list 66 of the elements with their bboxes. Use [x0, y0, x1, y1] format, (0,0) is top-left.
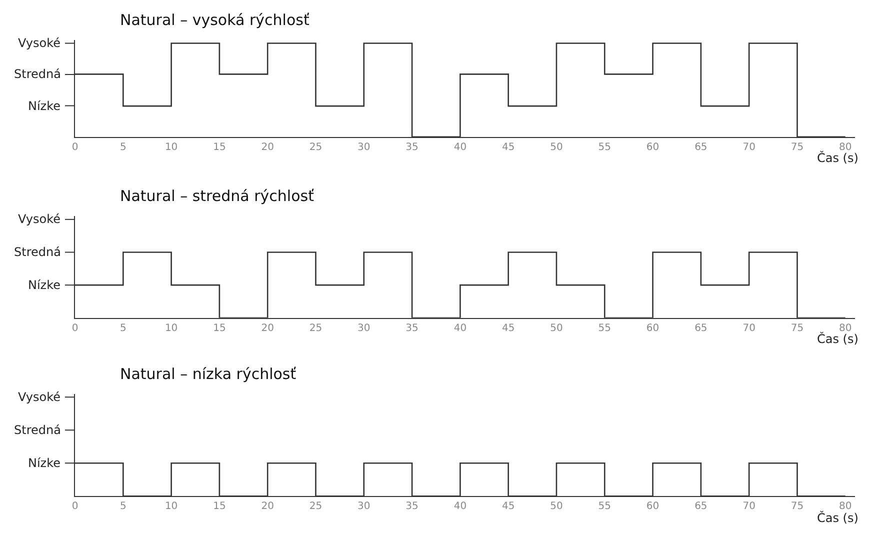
- chart-title: Natural – stredná rýchlosť: [120, 187, 314, 205]
- x-tick-label: 0: [72, 142, 78, 153]
- x-tick-label: 25: [309, 322, 322, 334]
- x-tick-label: 5: [120, 322, 126, 334]
- text: Stredná: [14, 423, 61, 437]
- x-tick-label: 5: [120, 142, 126, 153]
- x-tick-label: 75: [790, 142, 804, 153]
- x-tick-label: 45: [502, 142, 515, 153]
- x-tick-label: 50: [550, 322, 563, 334]
- x-tick-label: 80: [839, 322, 852, 334]
- x-tick-label: 25: [309, 142, 322, 153]
- x-tick-label: 35: [406, 322, 418, 334]
- x-tick-label: 50: [550, 501, 563, 512]
- x-tick-label: 30: [358, 501, 370, 512]
- x-tick-label: 25: [309, 501, 322, 512]
- x-tick-label: 80: [839, 501, 852, 512]
- x-tick-label: 70: [742, 142, 756, 153]
- x-tick-label: 10: [164, 142, 178, 153]
- x-tick-label: 80: [839, 142, 852, 153]
- x-tick-label: 70: [742, 501, 756, 512]
- x-tick-label: 60: [646, 142, 660, 153]
- x-tick-label: 10: [164, 501, 178, 512]
- x-tick-label: 40: [454, 501, 467, 512]
- chart-title: Natural – vysoká rýchlosť: [120, 11, 310, 29]
- x-tick-label: 50: [550, 142, 563, 153]
- text: Stredná: [14, 67, 61, 81]
- text: Nízke: [28, 99, 61, 113]
- x-axis-title: Čas (s): [817, 510, 858, 525]
- x-tick-label: 55: [598, 142, 611, 153]
- x-tick-label: 60: [646, 322, 660, 334]
- x-tick-label: 20: [261, 501, 274, 512]
- x-tick-label: 15: [213, 142, 226, 153]
- x-tick-label: 15: [213, 322, 226, 334]
- x-tick-label: 30: [358, 322, 370, 334]
- x-tick-label: 55: [598, 501, 611, 512]
- x-tick-label: 60: [646, 501, 660, 512]
- text: Nízke: [28, 456, 61, 470]
- x-tick-label: 10: [164, 322, 178, 334]
- x-tick-label: 65: [694, 501, 708, 512]
- text: Vysoké: [18, 390, 60, 404]
- x-tick-label: 45: [502, 322, 515, 334]
- x-tick-label: 35: [406, 501, 418, 512]
- x-tick-label: 20: [261, 322, 274, 334]
- x-tick-label: 0: [72, 322, 78, 334]
- x-tick-label: 40: [454, 142, 467, 153]
- x-tick-label: 70: [742, 322, 756, 334]
- x-tick-label: 45: [502, 501, 515, 512]
- text: Vysoké: [18, 36, 60, 50]
- x-tick-label: 5: [120, 501, 126, 512]
- x-tick-label: 20: [261, 142, 274, 153]
- chart-title: Natural – nízka rýchlosť: [120, 365, 296, 383]
- x-tick-label: 30: [358, 142, 370, 153]
- x-tick-label: 65: [694, 142, 708, 153]
- x-tick-label: 40: [454, 322, 467, 334]
- x-tick-label: 55: [598, 322, 611, 334]
- text: Nízke: [28, 278, 61, 292]
- x-axis-title: Čas (s): [817, 331, 858, 346]
- x-tick-label: 65: [694, 322, 708, 334]
- text: Stredná: [14, 245, 61, 259]
- x-axis-title: Čas (s): [817, 150, 858, 165]
- text: Vysoké: [18, 212, 60, 226]
- x-tick-label: 35: [406, 142, 418, 153]
- x-tick-label: 15: [213, 501, 226, 512]
- x-tick-label: 75: [790, 322, 804, 334]
- x-tick-label: 0: [72, 501, 78, 512]
- x-tick-label: 75: [790, 501, 804, 512]
